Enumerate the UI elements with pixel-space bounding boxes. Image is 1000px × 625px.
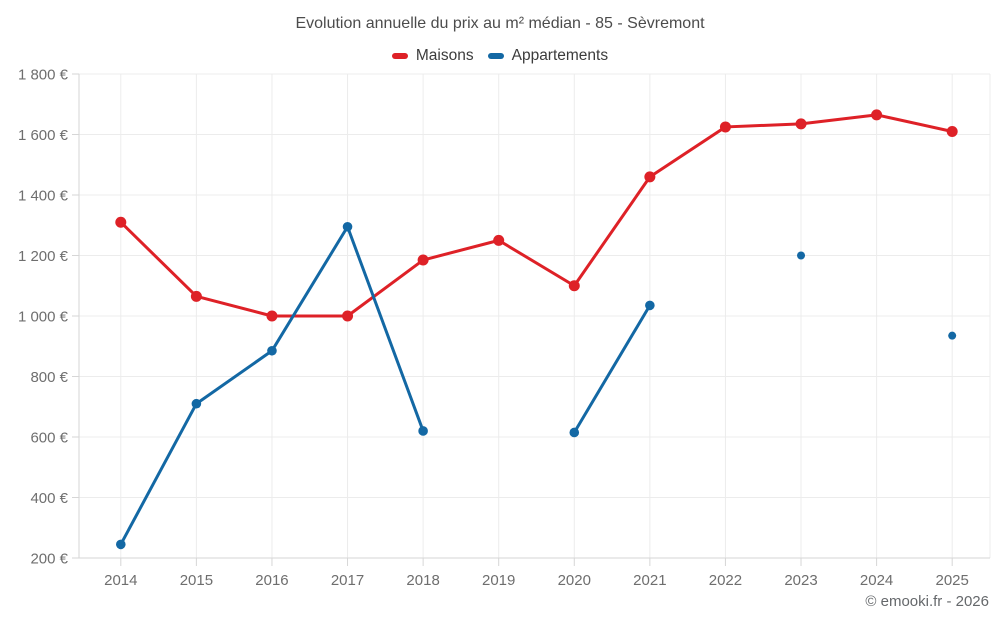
appartements-data-point	[342, 221, 353, 232]
y-axis-tick-label: 600 €	[30, 430, 68, 447]
appartements-series-line	[572, 303, 652, 434]
y-axis-tick-label: 1 800 €	[18, 67, 69, 84]
chart-legend: Maisons Appartements	[0, 47, 1000, 65]
maisons-data-point	[190, 290, 202, 302]
maisons-data-point	[115, 216, 127, 228]
maisons-data-point	[568, 280, 580, 292]
x-axis-tick-label: 2025	[935, 572, 968, 589]
y-axis-tick-label: 1 400 €	[18, 188, 69, 205]
x-axis-tick-label: 2023	[784, 572, 817, 589]
appartements-data-point	[418, 426, 428, 436]
legend-item-appartements[interactable]: Appartements	[487, 47, 609, 65]
appartements-data-point	[645, 300, 655, 311]
x-axis-tick-label: 2018	[406, 572, 439, 589]
x-axis-tick-label: 2015	[180, 572, 213, 589]
maisons-data-point	[644, 171, 656, 183]
appartements-data-point	[116, 539, 126, 550]
maisons-data-point	[493, 234, 505, 246]
x-axis-tick-label: 2022	[709, 572, 742, 589]
y-axis-tick-label: 1 000 €	[18, 309, 69, 326]
x-axis-tick-label: 2017	[331, 572, 364, 589]
maisons-data-point	[266, 310, 278, 322]
y-axis-tick-label: 200 €	[30, 551, 68, 568]
x-axis-tick-label: 2019	[482, 572, 515, 589]
maisons-data-point	[719, 121, 731, 133]
x-axis-tick-label: 2014	[104, 572, 137, 589]
maisons-series-line	[119, 113, 954, 318]
x-axis-tick-label: 2024	[860, 572, 893, 589]
appartements-series-swatch-icon	[487, 53, 504, 59]
y-axis-tick-label: 800 €	[30, 369, 68, 386]
legend-label-appartements: Appartements	[511, 47, 609, 64]
maisons-data-point	[342, 310, 354, 322]
chart-footer-credit: © emooki.fr - 2026	[865, 593, 989, 610]
appartements-data-point	[797, 251, 806, 260]
legend-item-maisons[interactable]: Maisons	[391, 47, 474, 65]
legend-label-maisons: Maisons	[415, 47, 474, 64]
y-axis-tick-label: 1 200 €	[18, 248, 69, 265]
x-axis-tick-label: 2020	[558, 572, 591, 589]
appartements-data-point	[267, 345, 277, 356]
appartements-data-point	[948, 331, 957, 340]
y-axis-tick-label: 400 €	[30, 490, 68, 507]
y-axis-tick-label: 1 600 €	[18, 127, 69, 144]
appartements-data-point	[191, 398, 202, 409]
x-axis-tick-label: 2021	[633, 572, 666, 589]
maisons-data-point	[946, 125, 958, 137]
maisons-data-point	[795, 118, 807, 130]
maisons-data-point	[871, 109, 883, 121]
maisons-series-swatch-icon	[391, 53, 408, 59]
maisons-data-point	[417, 254, 429, 266]
chart-title: Evolution annuelle du prix au m² médian …	[295, 15, 705, 32]
appartements-data-point	[569, 427, 580, 438]
x-axis-tick-label: 2016	[255, 572, 288, 589]
